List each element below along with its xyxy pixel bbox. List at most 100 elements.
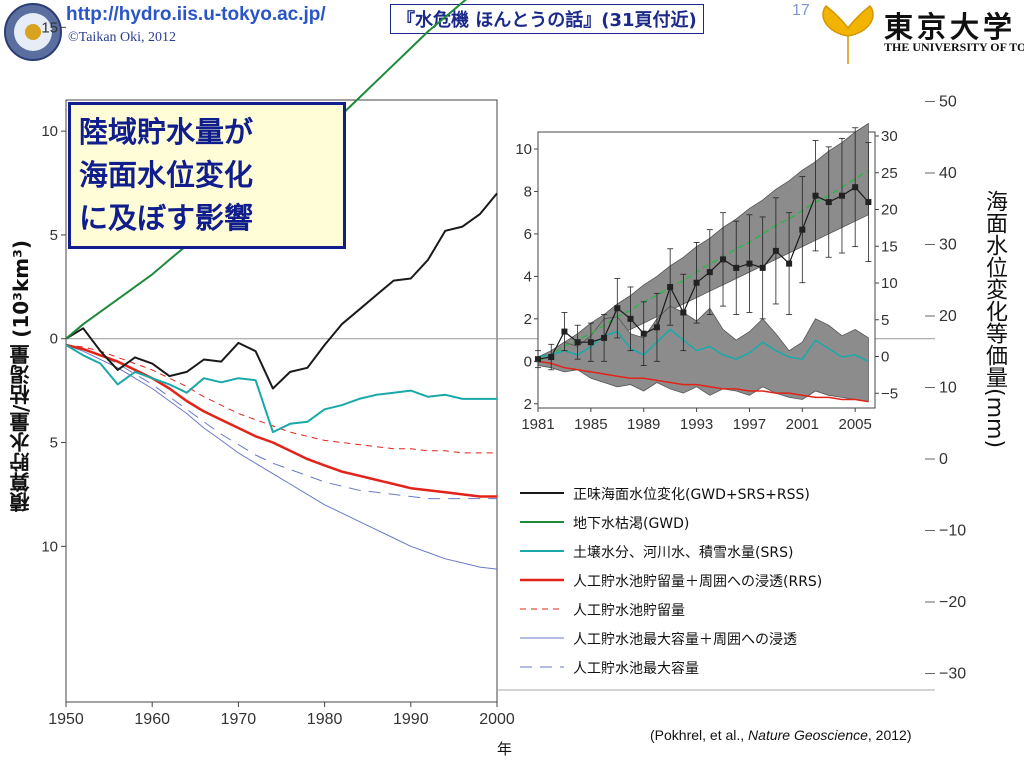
y-right-tick-label: −10: [939, 523, 966, 540]
page-number: 17: [792, 2, 810, 19]
inset-y-left-tick-label: 2: [524, 311, 532, 328]
series-line: [65, 192, 498, 390]
inset-marker: [812, 192, 819, 199]
y-left-tick-label: 15: [41, 19, 58, 36]
y-right-tick-label: 0: [939, 451, 948, 468]
inset-marker: [627, 315, 634, 322]
series-line: [65, 344, 497, 500]
title-line: 陸域貯水量が: [79, 115, 254, 149]
inset-x-tick-label: 1989: [627, 416, 660, 433]
x-tick-label: 2000: [479, 711, 515, 728]
legend-label: 人工貯水池貯留量＋周囲への浸透(RRS): [573, 574, 822, 590]
y-right-tick-label: −20: [939, 594, 966, 611]
series-line: [65, 344, 498, 570]
inset-marker: [548, 354, 555, 361]
inset-y-right-tick-label: 15: [881, 238, 898, 255]
series-line: [65, 343, 497, 498]
inset-y-right-tick-label: 30: [881, 128, 898, 145]
inset-marker: [706, 269, 713, 276]
inset-x-tick-label: 2001: [786, 416, 819, 433]
x-tick-label: 1980: [307, 711, 343, 728]
x-tick-label: 1970: [221, 711, 257, 728]
inset-y-left-tick-label: 2: [524, 396, 532, 413]
x-tick-label: 1990: [393, 711, 429, 728]
inset-series-line: [537, 169, 869, 362]
header-url[interactable]: http://hydro.iis.u-tokyo.ac.jp/: [66, 4, 326, 25]
y-left-tick-label: 5: [50, 435, 58, 452]
title-line: に及ぼす影響: [79, 201, 254, 235]
legend-label: 正味海面水位変化(GWD+SRS+RSS): [573, 486, 810, 503]
y-right-tick-label: 20: [939, 308, 957, 325]
inset-y-left-tick-label: 6: [524, 226, 532, 243]
inset-marker: [680, 309, 687, 316]
title-box: 陸域貯水量が 海面水位変化 に及ぼす影響: [68, 102, 346, 249]
institute-logo-icon: [4, 3, 62, 61]
y-right-tick-label: 10: [939, 380, 957, 397]
y-axis-label-right: 海面水位変化等価量(mm): [982, 190, 1007, 449]
inset-marker: [825, 199, 832, 206]
inset-marker: [838, 192, 845, 199]
inset-marker: [601, 334, 608, 341]
legend-label: 人工貯水池最大容量: [573, 660, 699, 677]
header-copyright: ©Taikan Oki, 2012: [68, 30, 177, 45]
y-left-tick-label: 10: [41, 123, 58, 140]
inset-y-right-tick-label: −5: [881, 385, 898, 402]
citation-journal: Nature Geoscience: [748, 727, 868, 743]
inset-marker: [587, 339, 594, 346]
y-left-tick-label: 5: [50, 227, 58, 244]
y-right-tick-label: 40: [939, 165, 957, 182]
inset-marker: [535, 356, 541, 363]
inset-x-tick-label: 1997: [733, 416, 766, 433]
inset-y-right-tick-label: 10: [881, 275, 898, 292]
inset-marker: [574, 339, 581, 346]
title-line: 海面水位変化: [79, 158, 254, 192]
inset-y-right-tick-label: 20: [881, 202, 898, 219]
inset-marker: [799, 226, 806, 233]
university-name-jp: 東京大学: [884, 10, 1017, 44]
inset-y-left-tick-label: 4: [524, 268, 532, 285]
x-tick-label: 1960: [134, 711, 170, 728]
citation-suffix: , 2012): [867, 727, 912, 743]
inset-y-right-tick-label: 5: [881, 312, 889, 329]
inset-marker: [561, 328, 568, 335]
inset-marker: [720, 256, 727, 263]
legend-label: 人工貯水池貯留量: [573, 603, 685, 619]
x-tick-label: 1950: [48, 711, 84, 728]
inset-y-right-tick-label: 25: [881, 165, 898, 182]
inset-x-tick-label: 1993: [680, 416, 713, 433]
inset-x-tick-label: 2005: [838, 416, 871, 433]
inset-marker: [759, 264, 766, 271]
inset-marker: [852, 184, 859, 191]
ginkgo-logo-icon: [822, 4, 874, 64]
x-axis-label: 年: [497, 740, 513, 758]
inset-marker: [640, 330, 647, 337]
plot-frame: [65, 99, 498, 703]
inset-y-left-tick-label: 0: [524, 353, 532, 370]
inset-y-left-tick-label: 8: [524, 183, 532, 200]
inset-y-right-tick-label: 0: [881, 349, 889, 366]
inset-marker: [733, 264, 740, 271]
inset-series-line: [537, 360, 869, 403]
inset-marker: [614, 305, 621, 312]
inset-y-left-tick-label: 10: [515, 141, 532, 158]
inset-marker: [865, 199, 872, 206]
y-left-tick-label: 0: [50, 331, 58, 348]
inset-x-tick-label: 1985: [574, 416, 607, 433]
university-name-en: THE UNIVERSITY OF TOKYO: [884, 40, 1024, 54]
y-left-tick-label: 10: [41, 538, 58, 555]
inset-marker: [693, 279, 700, 286]
inset-x-tick-label: 1981: [521, 416, 554, 433]
inset-marker: [746, 260, 753, 267]
citation: (Pokhrel, et al., Nature Geoscience, 201…: [650, 727, 911, 743]
legend-label: 土壌水分、河川水、積雪水量(SRS): [573, 545, 793, 561]
y-right-tick-label: 50: [939, 94, 957, 111]
y-right-tick-label: −30: [939, 666, 966, 683]
y-axis-label-left: 積算貯水量/枯渇量 (10³km³): [9, 240, 33, 513]
series-line: [65, 344, 497, 434]
inset-marker: [667, 283, 674, 290]
inset-marker: [786, 260, 793, 267]
legend-label: 人工貯水池最大容量＋周囲への浸透: [573, 631, 797, 648]
citation-prefix: (Pokhrel, et al.,: [650, 727, 749, 743]
